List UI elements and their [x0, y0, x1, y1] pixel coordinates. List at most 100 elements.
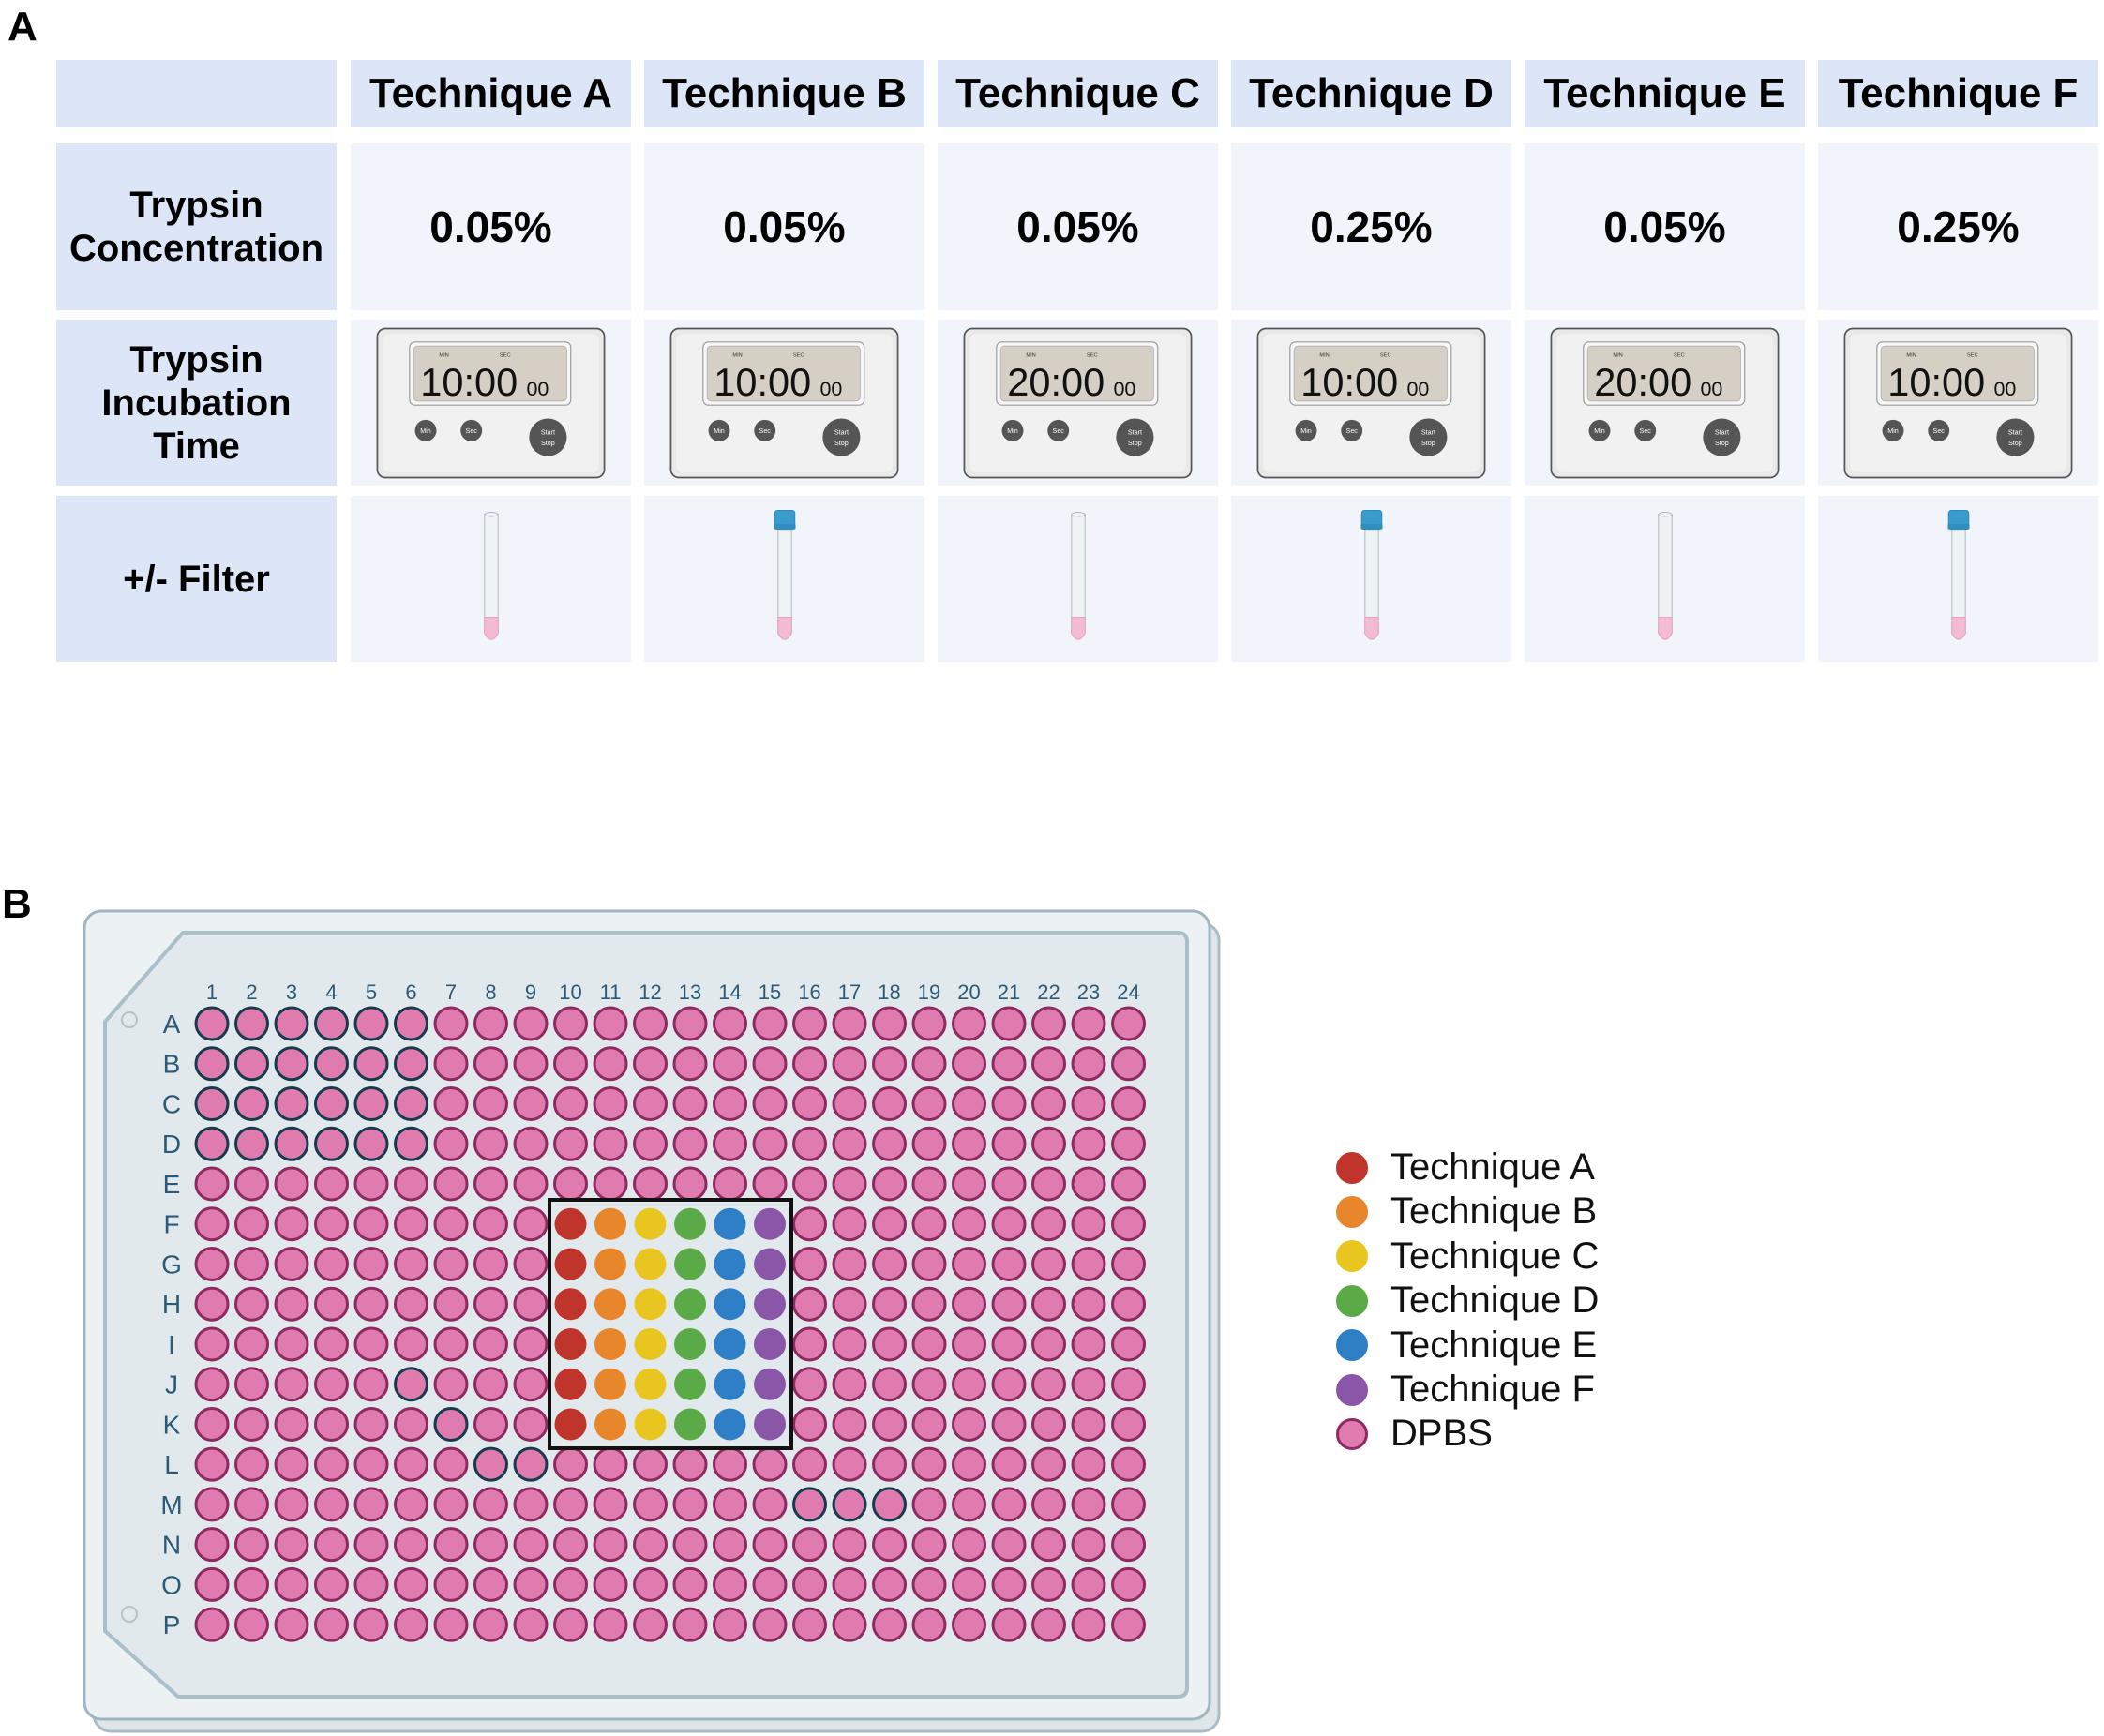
well-dpbs — [752, 1085, 788, 1121]
well-dpbs — [234, 1487, 270, 1522]
well-dpbs — [832, 1166, 867, 1202]
well-dpbs — [314, 1527, 350, 1563]
well-dpbs — [952, 1527, 987, 1563]
well-dpbs — [353, 1286, 389, 1322]
row-label: C — [162, 1089, 181, 1118]
well-dpbs — [194, 1206, 230, 1242]
technique-header: Technique C — [938, 60, 1218, 127]
well-dpbs — [234, 1246, 270, 1281]
well-dpbs — [911, 1166, 947, 1202]
timer-stop-label: Stop — [1128, 440, 1142, 447]
well-dpbs — [1071, 1406, 1106, 1442]
well-dpbs — [991, 1006, 1027, 1041]
well-dpbs — [872, 1527, 908, 1563]
well-dpbs — [394, 1246, 429, 1281]
well-dpbs — [314, 1006, 350, 1041]
well-dpbs — [991, 1406, 1027, 1442]
column-label: 1 — [206, 980, 218, 1004]
well-dpbs — [234, 1326, 270, 1362]
well-dpbs — [872, 1487, 908, 1522]
well-dpbs — [952, 1607, 987, 1642]
well-technique-a — [554, 1368, 587, 1400]
well-dpbs — [353, 1607, 389, 1642]
filter-cell — [1525, 496, 1805, 662]
well-dpbs — [991, 1286, 1027, 1322]
open-tube-icon — [1070, 511, 1086, 640]
well-dpbs — [234, 1166, 270, 1202]
well-dpbs — [672, 1566, 708, 1602]
well-dpbs — [832, 1326, 867, 1362]
well-dpbs — [274, 1085, 309, 1121]
timer-sec-button: Sec — [1640, 427, 1652, 435]
well-dpbs — [593, 1166, 628, 1202]
well-technique-a — [554, 1327, 587, 1360]
column-label: 16 — [798, 980, 820, 1004]
legend-label: Technique B — [1390, 1190, 1598, 1233]
well-technique-c — [634, 1288, 667, 1321]
well-dpbs — [433, 1607, 469, 1642]
technique-header: Technique A — [351, 60, 631, 127]
well-dpbs — [433, 1367, 469, 1402]
well-dpbs — [633, 1487, 669, 1522]
well-technique-d — [674, 1327, 707, 1360]
well-dpbs — [513, 1286, 549, 1322]
well-dpbs — [792, 1085, 828, 1121]
well-dpbs — [194, 1126, 230, 1161]
well-dpbs — [872, 1446, 908, 1482]
well-dpbs — [314, 1406, 350, 1442]
well-dpbs — [1111, 1206, 1147, 1242]
well-dpbs — [394, 1006, 429, 1041]
capped-tube-icon — [773, 509, 796, 640]
timer-sec-label: SEC — [500, 352, 511, 358]
well-dpbs — [513, 1085, 549, 1121]
timer-cell: MIN SEC 10:00 00 Min Sec Start Stop — [644, 320, 924, 486]
timer-cell: MIN SEC 10:00 00 Min Sec Start Stop — [1818, 320, 2098, 486]
column-label: 6 — [405, 980, 416, 1004]
well-dpbs — [274, 1166, 309, 1202]
well-dpbs — [713, 1527, 748, 1563]
well-dpbs — [234, 1367, 270, 1402]
well-dpbs — [314, 1446, 350, 1482]
legend-swatch — [1336, 1373, 1368, 1406]
well-dpbs — [991, 1566, 1027, 1602]
well-dpbs — [513, 1326, 549, 1362]
well-dpbs — [713, 1085, 748, 1121]
well-dpbs — [792, 1206, 828, 1242]
legend-item: Technique A — [1336, 1146, 1595, 1189]
timer-sec-button: Sec — [759, 427, 772, 435]
well-technique-f — [754, 1207, 787, 1240]
timer-min-label: MIN — [1613, 352, 1622, 358]
well-dpbs — [832, 1566, 867, 1602]
well-dpbs — [593, 1006, 628, 1041]
legend-label: Technique A — [1390, 1146, 1595, 1188]
well-dpbs — [353, 1487, 389, 1522]
row-label: O — [161, 1570, 182, 1599]
well-dpbs — [394, 1206, 429, 1242]
well-dpbs — [911, 1566, 947, 1602]
timer-start-label: Start — [541, 428, 555, 436]
well-dpbs — [752, 1006, 788, 1041]
well-dpbs — [394, 1406, 429, 1442]
well-dpbs — [593, 1046, 628, 1082]
well-dpbs — [394, 1367, 429, 1402]
well-dpbs — [314, 1326, 350, 1362]
well-dpbs — [513, 1246, 549, 1281]
well-dpbs — [473, 1126, 509, 1161]
well-dpbs — [952, 1326, 987, 1362]
well-dpbs — [314, 1126, 350, 1161]
well-dpbs — [832, 1246, 867, 1281]
well-dpbs — [473, 1367, 509, 1402]
well-dpbs — [792, 1367, 828, 1402]
well-technique-c — [634, 1248, 667, 1280]
well-dpbs — [952, 1367, 987, 1402]
well-dpbs — [752, 1446, 788, 1482]
concentration-value: 0.25% — [1818, 143, 2098, 310]
well-technique-a — [554, 1248, 587, 1280]
well-dpbs — [274, 1446, 309, 1482]
well-dpbs — [274, 1006, 309, 1041]
well-dpbs — [1031, 1286, 1067, 1322]
well-dpbs — [234, 1406, 270, 1442]
well-dpbs — [792, 1166, 828, 1202]
well-dpbs — [274, 1406, 309, 1442]
technique-header: Technique B — [644, 60, 924, 127]
